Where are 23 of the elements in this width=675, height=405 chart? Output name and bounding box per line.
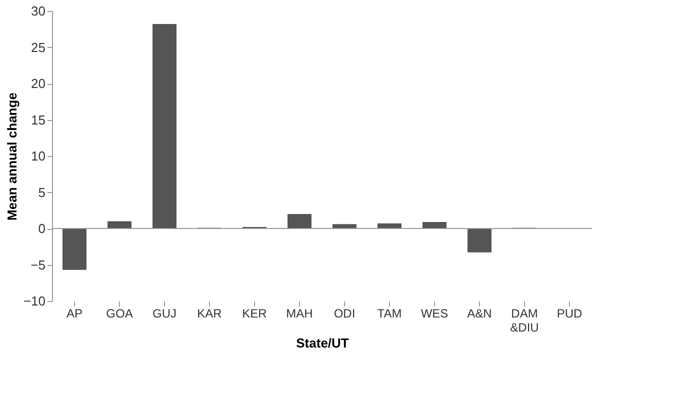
y-axis-title: Mean annual change [4, 92, 20, 220]
y-tick-label: 10 [31, 148, 46, 164]
x-tick-label: TAM [377, 306, 402, 320]
x-tick-label: AP [66, 306, 83, 320]
x-tick-label: PUD [556, 306, 582, 320]
x-tick-label: MAH [286, 306, 313, 320]
y-tick-label: −10 [23, 294, 46, 308]
y-tick-label: 30 [31, 4, 46, 18]
y-tick-label: −5 [30, 257, 46, 272]
y-tick-label: 20 [31, 76, 46, 91]
x-tick-label: A&N [467, 306, 492, 320]
x-tick-label: DAM &DIU [510, 306, 539, 334]
y-tick-label: 15 [31, 112, 46, 128]
x-tick-label: GOA [106, 306, 133, 320]
x-axis-title: State/UT [296, 336, 349, 350]
y-tick-label: 25 [31, 40, 46, 55]
x-tick-label: KAR [197, 306, 222, 320]
x-tick-label: GUJ [152, 306, 176, 320]
y-tick-label: 5 [38, 184, 46, 200]
x-tick-label: ODI [334, 306, 356, 320]
x-tick-label: KER [242, 306, 268, 320]
y-tick-label: 0 [38, 221, 46, 236]
x-tick-label: WES [420, 306, 448, 320]
